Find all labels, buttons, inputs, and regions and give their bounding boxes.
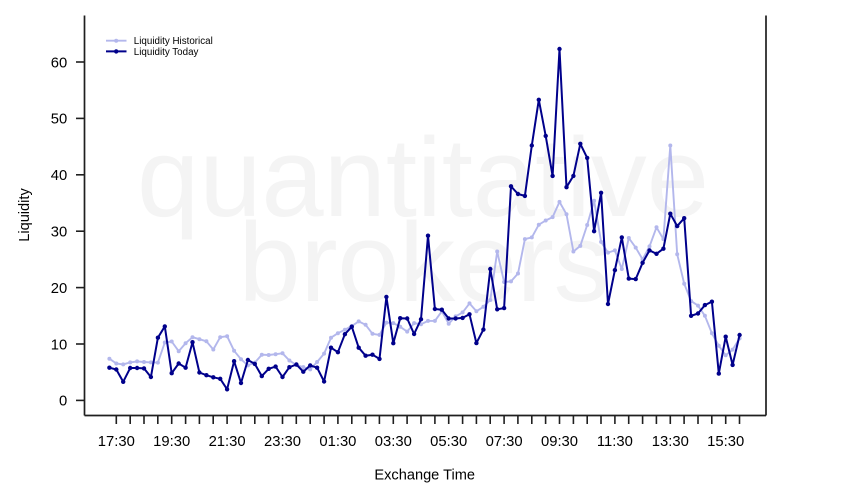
svg-text:40: 40 <box>51 168 67 184</box>
svg-text:23:30: 23:30 <box>264 434 301 450</box>
svg-text:03:30: 03:30 <box>375 434 412 450</box>
svg-text:Liquidity Historical: Liquidity Historical <box>134 36 213 47</box>
svg-text:15:30: 15:30 <box>707 434 744 450</box>
svg-text:60: 60 <box>51 55 67 71</box>
svg-text:19:30: 19:30 <box>153 434 190 450</box>
svg-text:10: 10 <box>51 337 67 353</box>
svg-text:30: 30 <box>51 225 67 241</box>
svg-text:01:30: 01:30 <box>319 434 356 450</box>
svg-text:05:30: 05:30 <box>430 434 467 450</box>
svg-text:09:30: 09:30 <box>541 434 578 450</box>
svg-text:Exchange Time: Exchange Time <box>374 467 475 483</box>
svg-text:quantitative: quantitative <box>137 115 709 240</box>
svg-text:13:30: 13:30 <box>652 434 689 450</box>
svg-text:50: 50 <box>51 112 67 128</box>
svg-text:21:30: 21:30 <box>209 434 246 450</box>
svg-text:07:30: 07:30 <box>486 434 523 450</box>
svg-text:11:30: 11:30 <box>597 434 633 450</box>
svg-text:brokers: brokers <box>239 200 610 325</box>
svg-text:Liquidity: Liquidity <box>17 188 33 242</box>
svg-text:17:30: 17:30 <box>98 434 135 450</box>
svg-text:Liquidity Today: Liquidity Today <box>134 47 199 58</box>
svg-text:0: 0 <box>59 394 67 410</box>
svg-text:20: 20 <box>51 281 67 297</box>
